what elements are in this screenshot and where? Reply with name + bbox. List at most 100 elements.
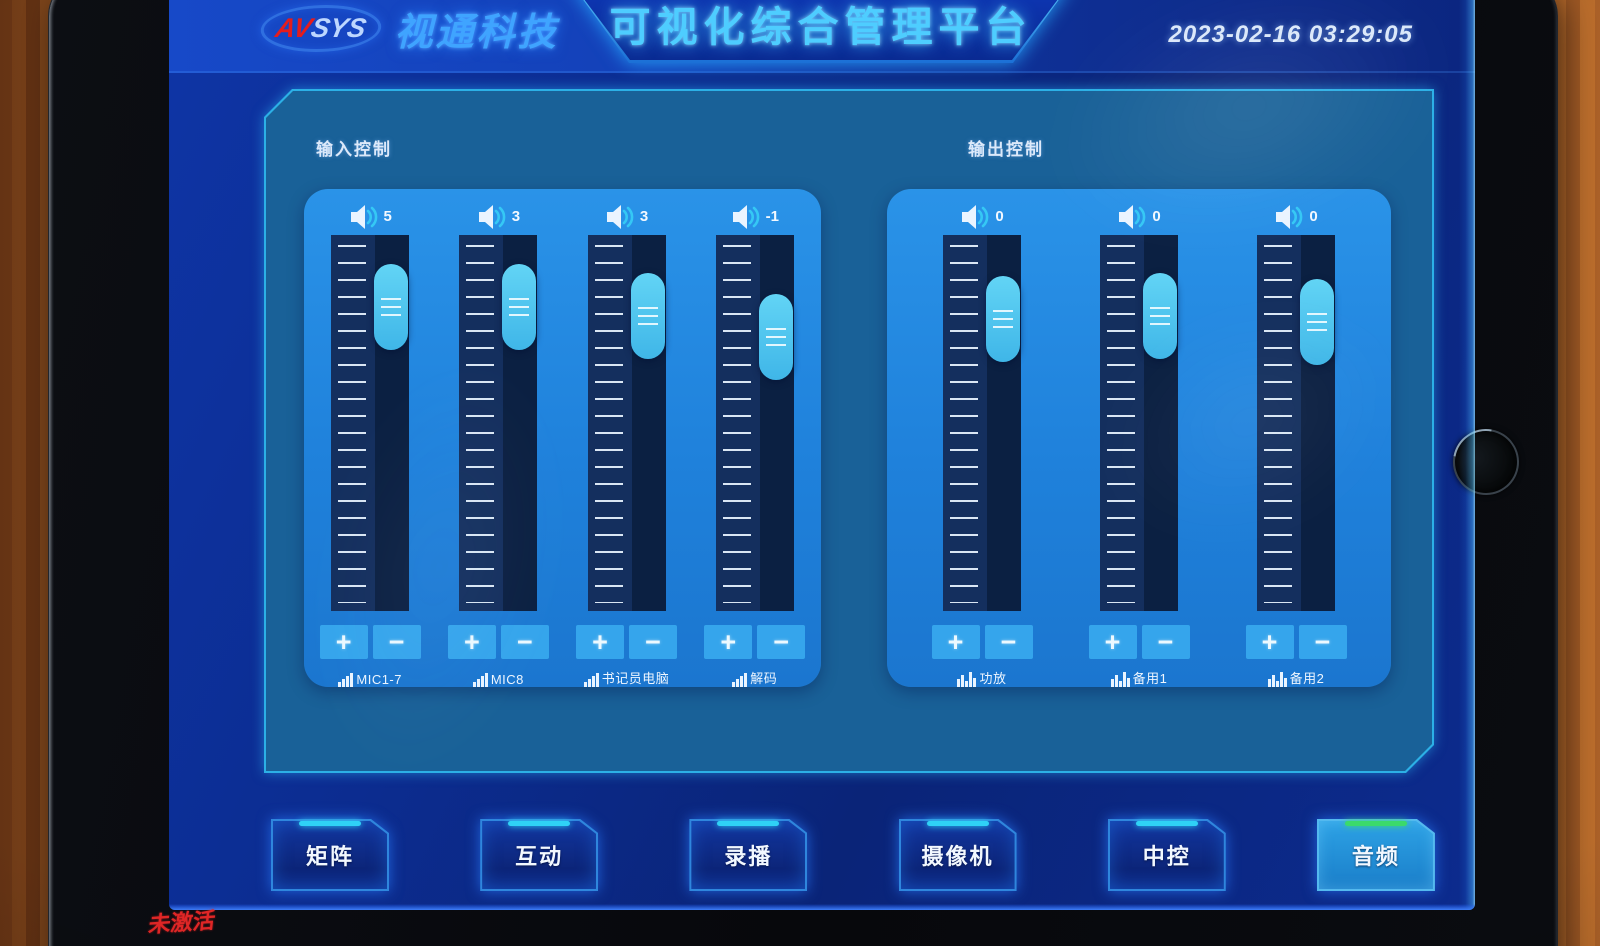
volume-increase-button[interactable]: + [1088,625,1137,659]
fader-handle[interactable] [1300,278,1334,365]
nav-button-label: 互动 [515,844,564,869]
fader-handle[interactable] [630,272,665,359]
fader-track[interactable] [459,234,538,612]
signal-bars-icon [732,672,748,687]
channel-label-row: MIC1-7 [338,671,402,688]
nav-button-label: 音频 [1351,844,1400,869]
volume-decrease-button[interactable]: − [372,625,421,660]
channel-name: 书记员电脑 [601,671,670,686]
fader-track[interactable] [331,234,410,612]
channel-header: 3 [605,199,648,235]
volume-increase-button[interactable]: + [447,625,496,660]
nav-accent-bar [1344,821,1407,826]
fader-track[interactable] [1100,234,1178,611]
channel-name: 解码 [750,671,778,686]
channel-name: 备用1 [1132,671,1168,686]
fader-handle[interactable] [374,263,409,350]
volume-increase-button[interactable]: + [931,625,980,659]
volume-buttons: + − [1088,625,1190,659]
volume-buttons: + − [1245,625,1347,659]
nav-button-background [691,821,805,889]
channel-label-row: 备用2 [1267,671,1325,687]
volume-decrease-button[interactable]: − [757,625,806,659]
volume-value: 3 [639,208,649,226]
nav-accent-bar [717,821,780,826]
fader-groove [759,234,794,611]
nav-button-2[interactable]: 互动 [480,819,598,891]
fader-ticks [459,234,504,612]
fader-ticks [331,234,376,612]
equalizer-icon [1267,672,1287,687]
speaker-icon [1276,204,1303,229]
volume-decrease-button[interactable]: − [1141,625,1190,659]
nav-button-label: 录播 [724,844,773,869]
fader-track[interactable] [1257,234,1335,611]
volume-increase-button[interactable]: + [704,625,753,659]
fader-channel: 0 + − 备用1 [1077,199,1201,687]
nav-accent-bar [299,821,361,826]
volume-decrease-button[interactable]: − [500,625,549,660]
channel-label-row: 解码 [732,671,777,687]
nav-button-6[interactable]: 音频 [1317,819,1435,891]
header-bar: AVSYS 视通科技 可视化综合管理平台 2023-02-16 03:29:05 [169,0,1475,73]
volume-value: 5 [383,208,392,226]
channel-label-row: 书记员电脑 [583,671,670,687]
fader-ticks [1257,234,1301,611]
nav-accent-bar [508,821,571,826]
fader-handle[interactable] [758,293,793,380]
channel-label-row: MIC8 [472,671,524,688]
fader-track[interactable] [715,234,794,611]
title-plate-core: 可视化综合管理平台 [574,0,1068,60]
volume-increase-button[interactable]: + [1245,625,1294,659]
channel-header: 0 [1274,199,1318,235]
logo-sys-text: SYS [308,13,369,43]
channel-header: 0 [1117,199,1161,235]
volume-buttons: + − [576,625,678,659]
volume-increase-button[interactable]: + [319,625,368,660]
fader-handle[interactable] [502,263,537,350]
equalizer-icon [957,672,977,687]
fader-track[interactable] [587,234,666,611]
channel-label-row: 功放 [957,671,1006,687]
fader-handle[interactable] [1143,272,1177,359]
nav-button-background [273,821,387,889]
fader-ticks [587,234,632,611]
nav-button-3[interactable]: 录播 [689,819,807,891]
speaker-icon [732,204,759,229]
volume-decrease-button[interactable]: − [629,625,678,659]
speaker-icon [1119,204,1146,229]
nav-accent-bar [1135,821,1198,826]
fader-handle[interactable] [986,275,1020,362]
input-channels: 5 + − MIC1-7 3 + [304,189,821,688]
fader-track[interactable] [943,234,1021,611]
volume-value: 0 [1152,208,1161,226]
speaker-icon [350,204,377,229]
nav-button-1[interactable]: 矩阵 [271,819,389,891]
fader-channel: -1 + − 解码 [693,199,817,687]
volume-increase-button[interactable]: + [576,625,625,659]
channel-header: 0 [960,199,1004,235]
nav-button-4[interactable]: 摄像机 [899,819,1017,891]
title-plate: 可视化综合管理平台 [571,0,1071,63]
volume-value: -1 [765,208,779,226]
input-section-label: 输入控制 [316,140,392,159]
output-section-label: 输出控制 [968,140,1044,159]
fader-ticks [943,234,987,611]
volume-decrease-button[interactable]: − [1298,625,1347,659]
mixer-panel: 输入控制 输出控制 5 + − MIC1-7 [264,89,1434,773]
page-title: 可视化综合管理平台 [609,4,1033,50]
volume-buttons: + − [931,625,1033,659]
fader-ticks [1100,234,1144,611]
channel-name: MIC8 [490,672,524,688]
volume-value: 0 [995,208,1004,226]
tablet-screen: AVSYS 视通科技 可视化综合管理平台 2023-02-16 03:29:05… [169,0,1475,910]
fader-channel: 3 + − 书记员电脑 [565,199,689,687]
channel-header: -1 [731,199,779,235]
nav-button-5[interactable]: 中控 [1108,819,1226,891]
avsys-logo: AVSYS [256,5,386,52]
brand-logo: AVSYS 视通科技 [256,1,559,56]
volume-value: 0 [1309,208,1318,226]
volume-decrease-button[interactable]: − [984,625,1033,659]
fader-channel: 3 + − MIC8 [436,199,560,688]
input-card: 5 + − MIC1-7 3 + [304,189,821,688]
